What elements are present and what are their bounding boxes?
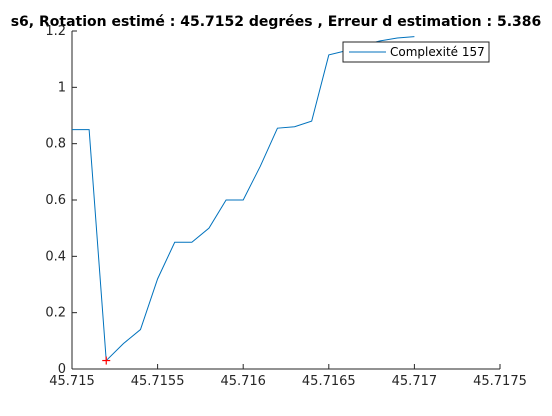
chart-title: s6, Rotation estimé : 45.7152 degrées , … <box>11 14 542 30</box>
x-tick-label: 45.717 <box>392 374 438 389</box>
legend-box <box>342 41 490 63</box>
legend: Complexité 157 <box>342 41 490 63</box>
x-tick-label: 45.716 <box>220 374 266 389</box>
axes: 45.715 45.7155 45.716 45.7165 45.717 45.7175 0… <box>45 24 527 389</box>
x-tick-label: 45.715 <box>49 374 95 389</box>
y-tick-label: 1.2 <box>45 24 66 39</box>
plot-area <box>72 31 500 369</box>
y-tick-label: 1 <box>58 80 66 95</box>
legend-entry: Complexité 157 <box>390 45 485 59</box>
x-tick-label: 45.7155 <box>131 374 185 389</box>
y-tick-label: 0.2 <box>45 306 66 321</box>
y-tick-label: 0.8 <box>45 137 66 152</box>
min-point-marker <box>102 356 111 365</box>
x-tick-label: 45.7175 <box>473 374 527 389</box>
x-tick-label: 45.7165 <box>302 374 356 389</box>
y-tick-label: 0 <box>58 362 66 377</box>
y-tick-label: 0.4 <box>45 249 66 264</box>
y-tick-label: 0.6 <box>45 193 66 208</box>
